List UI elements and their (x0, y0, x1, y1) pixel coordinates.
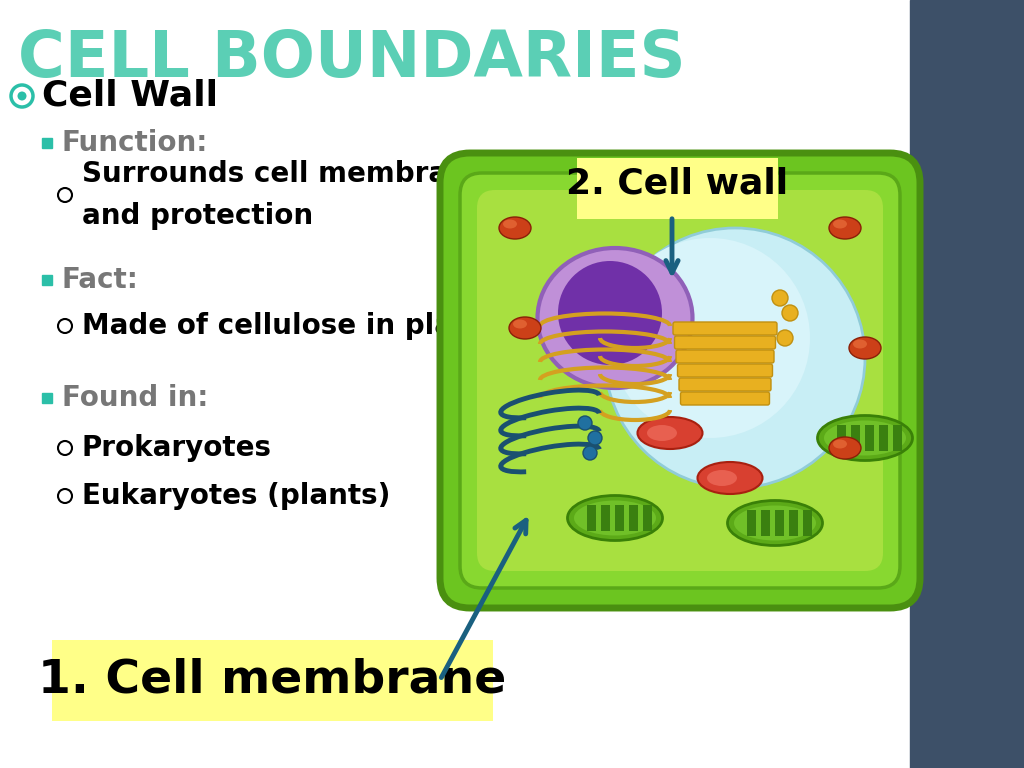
Bar (790, 510, 798, 536)
FancyBboxPatch shape (673, 322, 777, 335)
Bar (879, 425, 888, 451)
Circle shape (782, 305, 798, 321)
Ellipse shape (610, 238, 810, 438)
FancyBboxPatch shape (679, 378, 771, 391)
Ellipse shape (499, 217, 531, 239)
FancyBboxPatch shape (52, 640, 493, 721)
Text: Function:: Function: (62, 129, 208, 157)
Bar (601, 505, 610, 531)
Ellipse shape (817, 415, 912, 461)
Bar (851, 425, 860, 451)
Circle shape (777, 330, 793, 346)
Bar (587, 505, 596, 531)
Bar (615, 505, 624, 531)
Bar (865, 425, 874, 451)
Circle shape (558, 261, 662, 365)
Ellipse shape (707, 470, 737, 486)
Bar (643, 505, 652, 531)
Ellipse shape (824, 421, 906, 455)
Ellipse shape (538, 248, 692, 388)
Circle shape (58, 319, 72, 333)
FancyBboxPatch shape (678, 364, 772, 377)
Text: Fact:: Fact: (62, 266, 139, 294)
Ellipse shape (574, 501, 656, 535)
FancyBboxPatch shape (577, 158, 778, 219)
Ellipse shape (829, 437, 861, 459)
Bar (893, 425, 902, 451)
FancyBboxPatch shape (681, 392, 769, 405)
Ellipse shape (638, 417, 702, 449)
Ellipse shape (503, 220, 517, 229)
Text: Made of cellulose in plants: Made of cellulose in plants (82, 312, 503, 340)
Bar (775, 510, 784, 536)
Circle shape (58, 489, 72, 503)
Text: 2. Cell wall: 2. Cell wall (566, 167, 788, 201)
Circle shape (772, 290, 788, 306)
Ellipse shape (605, 228, 865, 488)
Circle shape (58, 188, 72, 202)
Ellipse shape (833, 439, 847, 449)
Ellipse shape (567, 495, 663, 541)
Bar (42, 275, 52, 285)
Ellipse shape (853, 339, 867, 349)
Text: CELL BOUNDARIES: CELL BOUNDARIES (18, 28, 685, 90)
Circle shape (11, 85, 33, 107)
Circle shape (578, 416, 592, 430)
Circle shape (58, 441, 72, 455)
Ellipse shape (849, 337, 881, 359)
FancyBboxPatch shape (676, 350, 774, 363)
Ellipse shape (727, 501, 822, 545)
FancyBboxPatch shape (440, 153, 920, 608)
Ellipse shape (509, 317, 541, 339)
Bar (42, 393, 52, 403)
Text: Cell Wall: Cell Wall (42, 79, 218, 113)
Ellipse shape (833, 220, 847, 229)
Ellipse shape (829, 217, 861, 239)
FancyBboxPatch shape (477, 190, 883, 571)
Bar (42, 138, 52, 148)
Text: Surrounds cell membrane to provide extra support
and protection: Surrounds cell membrane to provide extra… (82, 161, 881, 230)
Ellipse shape (697, 462, 763, 494)
Text: 1. Cell membrane: 1. Cell membrane (38, 657, 506, 703)
Bar (629, 505, 638, 531)
Bar (837, 425, 846, 451)
FancyBboxPatch shape (675, 336, 775, 349)
Bar (910, 0, 1024, 768)
Circle shape (17, 91, 27, 101)
Bar (803, 510, 812, 536)
Bar (746, 510, 756, 536)
Text: Found in:: Found in: (62, 384, 208, 412)
Circle shape (588, 431, 602, 445)
Ellipse shape (513, 319, 527, 329)
Ellipse shape (647, 425, 677, 441)
Circle shape (583, 446, 597, 460)
Text: Prokaryotes: Prokaryotes (82, 434, 272, 462)
Ellipse shape (734, 505, 816, 541)
Bar (761, 510, 770, 536)
Text: Eukaryotes (plants): Eukaryotes (plants) (82, 482, 390, 510)
FancyBboxPatch shape (460, 173, 900, 588)
